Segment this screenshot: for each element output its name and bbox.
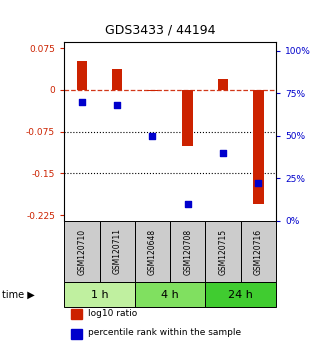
FancyBboxPatch shape (241, 221, 276, 282)
Text: GSM120648: GSM120648 (148, 228, 157, 274)
Text: GSM120710: GSM120710 (77, 228, 86, 274)
FancyBboxPatch shape (64, 282, 135, 307)
Text: GSM120708: GSM120708 (183, 228, 192, 274)
FancyBboxPatch shape (100, 221, 135, 282)
Point (221, 150, 226, 156)
FancyBboxPatch shape (135, 221, 170, 282)
Text: GSM120716: GSM120716 (254, 228, 263, 274)
Bar (112, 69, 122, 90)
Bar (182, 90, 193, 145)
Bar (253, 90, 264, 204)
FancyBboxPatch shape (135, 282, 205, 307)
Point (150, 133, 155, 139)
Text: GSM120715: GSM120715 (219, 228, 228, 274)
Text: percentile rank within the sample: percentile rank within the sample (88, 328, 241, 337)
Point (79, 99, 84, 105)
Bar (71, 329, 82, 339)
Text: 4 h: 4 h (161, 290, 179, 299)
Point (115, 102, 120, 108)
Text: 24 h: 24 h (228, 290, 253, 299)
Text: 1 h: 1 h (91, 290, 108, 299)
Point (256, 181, 261, 186)
Text: GDS3433 / 44194: GDS3433 / 44194 (105, 23, 216, 36)
Bar (76, 61, 87, 90)
Text: time ▶: time ▶ (2, 290, 34, 299)
FancyBboxPatch shape (64, 221, 100, 282)
Text: log10 ratio: log10 ratio (88, 309, 137, 318)
Point (185, 201, 190, 207)
Text: GSM120711: GSM120711 (113, 228, 122, 274)
Bar (218, 79, 228, 90)
FancyBboxPatch shape (205, 282, 276, 307)
Bar (147, 90, 158, 91)
FancyBboxPatch shape (205, 221, 241, 282)
Bar (71, 309, 82, 319)
FancyBboxPatch shape (170, 221, 205, 282)
